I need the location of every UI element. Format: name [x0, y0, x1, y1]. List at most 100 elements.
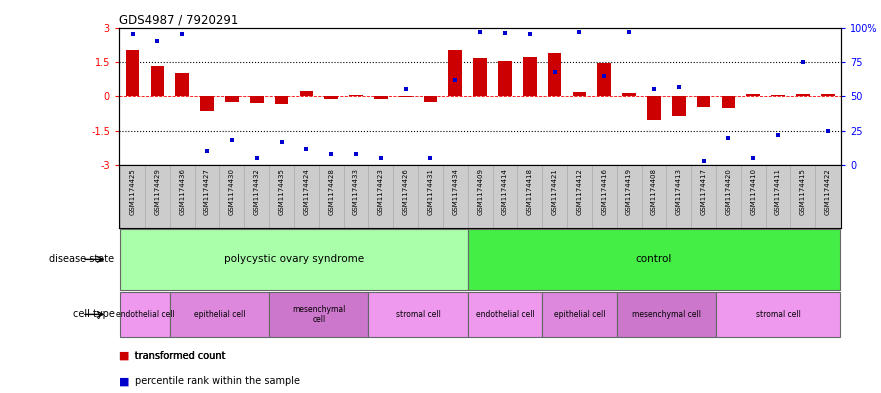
Point: [771, 132, 785, 138]
Text: GSM1174420: GSM1174420: [725, 168, 731, 215]
Text: mesenchymal
cell: mesenchymal cell: [292, 305, 345, 324]
Text: GSM1174429: GSM1174429: [154, 168, 160, 215]
Text: GSM1174408: GSM1174408: [651, 168, 657, 215]
Text: GSM1174427: GSM1174427: [204, 168, 210, 215]
Point: [175, 31, 189, 37]
Point: [448, 77, 463, 83]
Text: cell type: cell type: [72, 309, 115, 320]
Bar: [225, 96, 239, 102]
Text: GSM1174409: GSM1174409: [478, 168, 483, 215]
Point: [349, 151, 363, 157]
Text: GSM1174422: GSM1174422: [825, 168, 831, 215]
Text: GSM1174412: GSM1174412: [576, 168, 582, 215]
Text: polycystic ovary syndrome: polycystic ovary syndrome: [224, 254, 364, 264]
Point: [151, 38, 165, 44]
Text: GSM1174435: GSM1174435: [278, 168, 285, 215]
Bar: [716, 292, 840, 337]
Text: GSM1174421: GSM1174421: [552, 168, 558, 215]
Text: GSM1174424: GSM1174424: [303, 168, 309, 215]
Text: GSM1174411: GSM1174411: [775, 168, 781, 215]
Text: GSM1174418: GSM1174418: [527, 168, 533, 215]
Bar: [448, 50, 463, 96]
Text: GDS4987 / 7920291: GDS4987 / 7920291: [119, 13, 238, 26]
Bar: [672, 96, 685, 116]
Text: stromal cell: stromal cell: [756, 310, 801, 319]
Bar: [617, 292, 716, 337]
Point: [300, 145, 314, 152]
Bar: [548, 53, 561, 96]
Bar: [151, 66, 164, 96]
Point: [200, 148, 214, 154]
Bar: [796, 94, 810, 96]
Text: ■  transformed count: ■ transformed count: [119, 351, 226, 361]
Text: epithelial cell: epithelial cell: [194, 310, 245, 319]
Text: GSM1174419: GSM1174419: [626, 168, 632, 215]
Point: [249, 155, 263, 161]
Point: [225, 137, 239, 143]
Text: GSM1174431: GSM1174431: [427, 168, 433, 215]
Text: endothelial cell: endothelial cell: [476, 310, 535, 319]
Bar: [126, 50, 139, 96]
Bar: [120, 229, 468, 290]
Point: [324, 151, 338, 157]
Text: control: control: [636, 254, 672, 264]
Bar: [821, 94, 834, 96]
Bar: [523, 57, 537, 96]
Bar: [498, 61, 512, 96]
Text: GSM1174410: GSM1174410: [751, 168, 756, 215]
Text: GSM1174436: GSM1174436: [179, 168, 185, 215]
Bar: [697, 96, 710, 107]
Bar: [300, 90, 313, 96]
Point: [398, 86, 412, 92]
Bar: [573, 92, 586, 96]
Bar: [722, 96, 736, 108]
Point: [522, 31, 537, 37]
Point: [498, 30, 512, 36]
Bar: [746, 94, 760, 96]
Text: percentile rank within the sample: percentile rank within the sample: [135, 376, 300, 386]
Text: GSM1174414: GSM1174414: [502, 168, 508, 215]
Point: [374, 155, 388, 161]
Bar: [200, 96, 214, 111]
Bar: [368, 292, 468, 337]
Point: [622, 28, 636, 35]
Bar: [473, 59, 487, 96]
Text: ■: ■: [119, 376, 130, 386]
Bar: [349, 95, 363, 96]
Text: GSM1174417: GSM1174417: [700, 168, 707, 215]
Bar: [250, 96, 263, 103]
Point: [647, 86, 661, 92]
Bar: [424, 96, 437, 102]
Point: [821, 127, 835, 134]
Bar: [275, 96, 288, 104]
Point: [424, 155, 438, 161]
Text: epithelial cell: epithelial cell: [553, 310, 605, 319]
Text: disease state: disease state: [49, 254, 115, 264]
Text: stromal cell: stromal cell: [396, 310, 440, 319]
Text: GSM1174415: GSM1174415: [800, 168, 806, 215]
Bar: [771, 95, 785, 96]
Text: endothelial cell: endothelial cell: [115, 310, 174, 319]
Bar: [468, 292, 542, 337]
Bar: [542, 292, 617, 337]
Point: [697, 158, 711, 164]
Text: ■: ■: [119, 351, 130, 361]
Bar: [468, 229, 840, 290]
Text: GSM1174416: GSM1174416: [601, 168, 607, 215]
Point: [722, 134, 736, 141]
Text: GSM1174430: GSM1174430: [229, 168, 235, 215]
Bar: [399, 96, 412, 97]
Text: GSM1174434: GSM1174434: [452, 168, 458, 215]
Text: GSM1174426: GSM1174426: [403, 168, 409, 215]
Bar: [170, 292, 269, 337]
Text: mesenchymal cell: mesenchymal cell: [632, 310, 701, 319]
Text: GSM1174425: GSM1174425: [130, 168, 136, 215]
Point: [671, 83, 685, 90]
Point: [796, 59, 810, 65]
Point: [597, 72, 611, 79]
Point: [573, 28, 587, 35]
Text: GSM1174423: GSM1174423: [378, 168, 384, 215]
Point: [473, 28, 487, 35]
Bar: [324, 96, 338, 99]
Point: [275, 138, 289, 145]
